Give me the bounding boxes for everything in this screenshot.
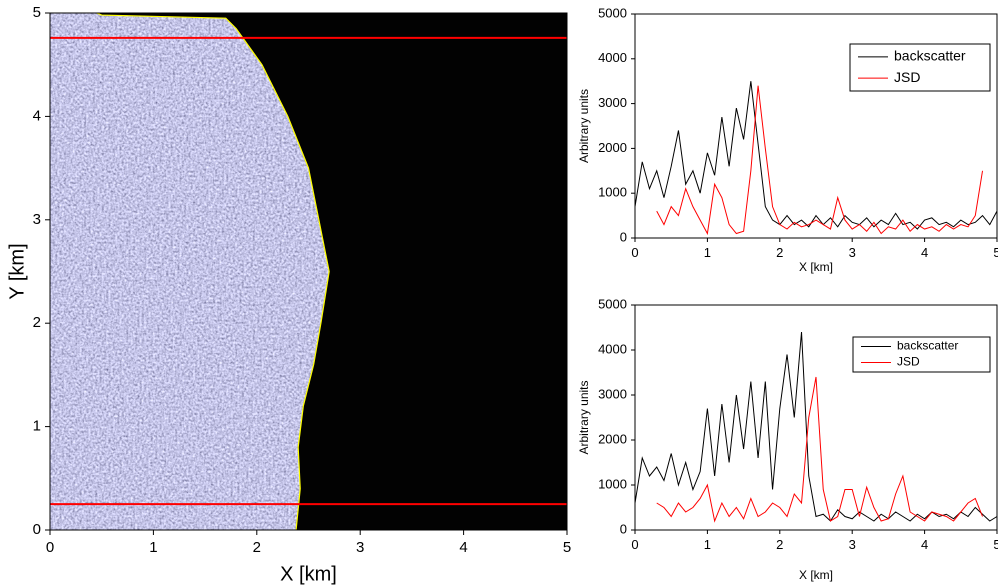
y-tick-label: 0 [620,229,627,244]
legend-label: backscatter [897,339,958,353]
plot-frame [634,13,998,239]
y-tick-label: 1000 [598,476,627,491]
boundary-line [96,12,330,531]
legend-label: JSD [894,69,920,85]
y-tick-label: 0 [33,521,41,538]
legend-label: backscatter [894,48,966,64]
x-tick-label: 3 [356,539,364,556]
x-tick-label: 2 [776,245,783,260]
series-line [656,376,983,523]
y-tick-label: 1 [33,418,41,435]
y-axis-label: Arbitrary units [577,380,591,454]
x-tick-label: 4 [459,539,467,556]
x-tick-label: 4 [921,537,928,552]
y-axis-label: Y [km] [6,243,28,299]
x-tick-label: 0 [631,245,638,260]
y-tick-label: 4000 [598,50,627,65]
series-line [634,331,998,522]
y-tick-label: 1000 [598,185,627,200]
x-axis-label: X [km] [799,260,833,274]
x-axis-label: X [km] [280,563,337,585]
y-tick-label: 3000 [598,386,627,401]
legend-box [852,336,991,373]
x-tick-label: 1 [149,539,157,556]
y-tick-label: 5000 [598,296,627,311]
x-axis-label: X [km] [799,568,833,582]
series-line [634,81,998,230]
series-line [656,85,984,236]
y-axis-label: Arbitrary units [577,89,591,163]
x-tick-label: 0 [631,537,638,552]
y-tick-label: 4000 [598,341,627,356]
x-tick-label: 3 [849,537,856,552]
x-tick-label: 3 [849,245,856,260]
plot-frame [49,12,568,531]
y-tick-label: 4 [33,107,41,124]
x-tick-label: 0 [46,539,54,556]
x-tick-label: 4 [921,245,928,260]
legend-box [849,43,991,92]
x-tick-label: 5 [563,539,571,556]
y-tick-label: 2000 [598,140,627,155]
y-tick-label: 2 [33,314,41,331]
y-tick-label: 3000 [598,95,627,110]
x-tick-label: 2 [776,537,783,552]
y-tick-label: 5000 [598,5,627,20]
x-tick-label: 1 [704,537,711,552]
x-tick-label: 1 [704,245,711,260]
y-tick-label: 2000 [598,431,627,446]
legend-label: JSD [897,355,920,369]
y-tick-label: 3 [33,211,41,228]
y-tick-label: 0 [620,521,627,536]
x-tick-label: 5 [993,537,998,552]
plot-frame [634,304,998,531]
x-tick-label: 2 [253,539,261,556]
y-tick-label: 5 [33,4,41,21]
x-tick-label: 5 [993,245,998,260]
